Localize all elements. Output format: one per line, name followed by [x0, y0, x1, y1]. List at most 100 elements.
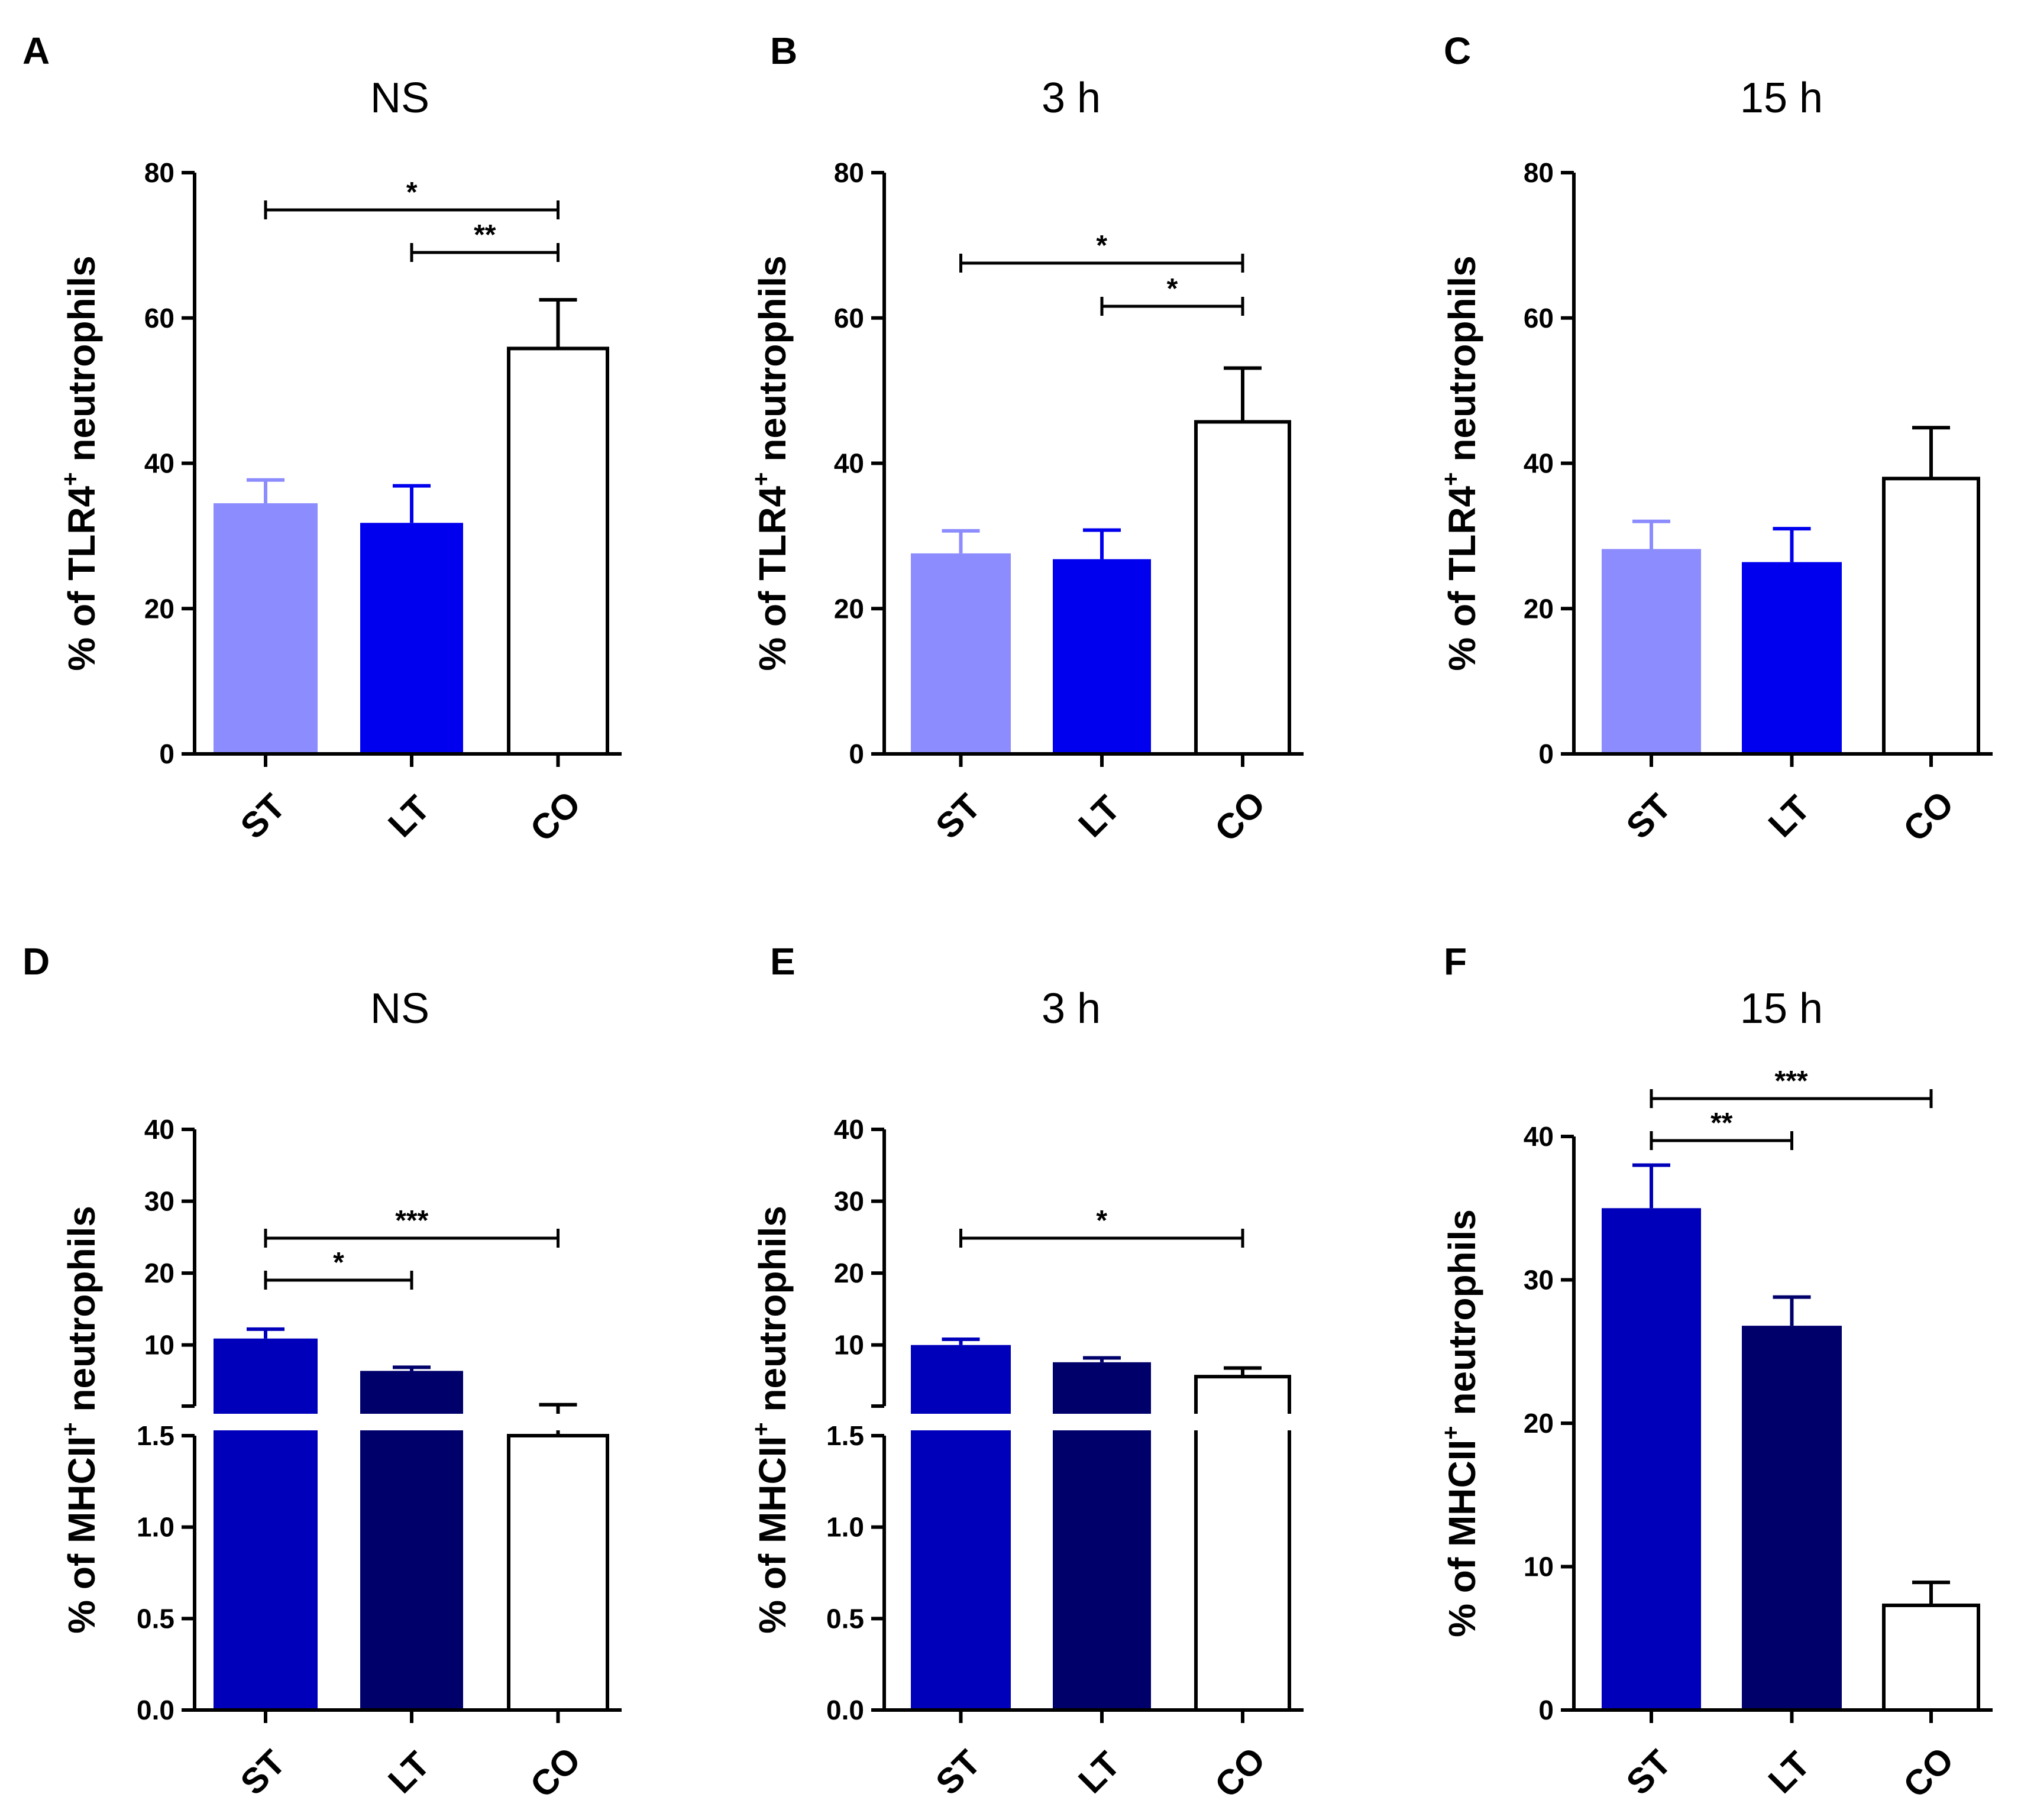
bar-CO: [507, 346, 609, 756]
x-tick-label-CO: CO: [1896, 783, 1961, 849]
bar-LT: [360, 523, 463, 754]
y-axis-label: % of TLR4+ neutrophils: [57, 255, 103, 671]
bar-CO: [507, 1434, 609, 1712]
y-axis-label-main: % of TLR4: [1441, 485, 1483, 671]
y-tick-label: 0.0: [137, 1695, 174, 1725]
y-tick-label: 10: [144, 1330, 174, 1361]
y-tick-label: 0: [159, 739, 174, 769]
bar-CO: [1882, 477, 1980, 756]
axis-break-gap: [189, 1414, 626, 1430]
y-tick-label: 40: [834, 448, 864, 479]
bar-ST: [1602, 1208, 1701, 1710]
x-tick-label-CO: CO: [1896, 1740, 1961, 1805]
x-tick-label-LT: LT: [380, 1744, 437, 1800]
panel-B: B 3 h % of TLR4+ neutrophils 0 20 40 60 80 ST LT C…: [748, 30, 1304, 849]
x-tick-label-ST: ST: [1619, 1743, 1679, 1803]
bar-ST: [911, 553, 1011, 754]
significance-label: *: [1096, 1205, 1107, 1236]
y-tick-label: 80: [834, 157, 864, 188]
x-tick-label-LT: LT: [380, 788, 437, 844]
y-axis-label-sup: +: [57, 472, 83, 485]
y-axis-label-sup: +: [748, 1422, 774, 1436]
y-tick-label: 20: [834, 1258, 864, 1288]
panel-letter: C: [1444, 30, 1471, 72]
bar-ST: [1602, 549, 1701, 754]
panel-A: A NS % of TLR4+ neutrophils 0 20 40 60 80 ST LT CO…: [22, 30, 622, 849]
panel-title: NS: [370, 75, 429, 122]
y-tick-label: 40: [834, 1114, 864, 1145]
bar-ST: [911, 1345, 1011, 1710]
y-tick-label: 40: [1524, 448, 1554, 479]
x-tick-label-LT: LT: [1071, 788, 1127, 844]
bar-ST: [214, 1338, 318, 1710]
panel-title: 3 h: [1042, 985, 1101, 1032]
significance-label: **: [474, 219, 496, 251]
y-tick-label: 1.5: [826, 1420, 864, 1451]
x-tick-label-LT: LT: [1761, 1744, 1818, 1800]
panel-title: NS: [370, 985, 429, 1032]
y-axis-label-sup: +: [57, 1422, 83, 1436]
y-axis-label-rest: neutrophils: [60, 1206, 103, 1422]
axis-break-gap: [878, 1414, 1316, 1430]
bar-CO: [1194, 1375, 1291, 1712]
y-axis-label-sup: +: [1438, 472, 1464, 485]
y-axis-label-rest: neutrophils: [60, 255, 103, 472]
panel-C: C 15 h % of TLR4+ neutrophils 0 20 40 60 80 ST LT…: [1438, 30, 1993, 849]
significance-label: *: [1167, 273, 1178, 305]
bar-ST: [214, 503, 318, 754]
y-tick-label: 20: [1524, 1408, 1554, 1439]
y-axis-label-main: % of TLR4: [60, 485, 103, 671]
panel-title: 3 h: [1042, 75, 1101, 122]
y-axis-label-main: % of MHCII: [1441, 1440, 1483, 1637]
y-axis-label: % of TLR4+ neutrophils: [748, 255, 794, 671]
significance-label: *: [1096, 230, 1107, 261]
x-tick-label-LT: LT: [1761, 788, 1818, 844]
y-axis-label-sup: +: [748, 472, 774, 485]
y-tick-label: 30: [144, 1186, 174, 1217]
y-tick-label: 20: [144, 593, 174, 624]
y-tick-label: 0.0: [826, 1695, 864, 1725]
y-axis-label-main: % of TLR4: [751, 485, 794, 671]
y-axis-label-rest: neutrophils: [751, 1206, 794, 1422]
y-tick-label: 0.5: [137, 1603, 174, 1634]
x-tick-label-CO: CO: [522, 1740, 588, 1805]
bar-CO: [1194, 420, 1291, 756]
y-tick-label: 10: [834, 1330, 864, 1361]
panel-title: 15 h: [1740, 985, 1823, 1032]
y-axis-label-main: % of MHCII: [60, 1436, 103, 1634]
y-tick-label: 40: [144, 448, 174, 479]
y-tick-label: 20: [1524, 593, 1554, 624]
y-axis-label: % of MHCII+ neutrophils: [1438, 1209, 1483, 1637]
y-tick-label: 60: [144, 303, 174, 333]
x-tick-label-ST: ST: [233, 1743, 293, 1803]
x-tick-label-ST: ST: [928, 786, 988, 847]
y-axis-label-rest: neutrophils: [1441, 255, 1483, 472]
x-tick-label-ST: ST: [1619, 786, 1679, 847]
significance-label: *: [406, 177, 418, 208]
significance-label: ***: [395, 1205, 428, 1236]
panel-D: D NS % of MHCII+ neutrophils 10 20 30 40 0.0 0.5…: [22, 940, 626, 1805]
y-axis-label: % of MHCII+ neutrophils: [57, 1206, 103, 1634]
x-tick-label-ST: ST: [928, 1743, 988, 1803]
bar-CO: [1882, 1603, 1980, 1712]
y-axis-label-rest: neutrophils: [751, 255, 794, 472]
y-tick-label: 80: [144, 157, 174, 188]
y-tick-label: 20: [144, 1258, 174, 1288]
y-axis-label: % of MHCII+ neutrophils: [748, 1206, 794, 1634]
y-tick-label: 1.5: [137, 1420, 174, 1451]
panel-letter: E: [770, 940, 796, 983]
y-tick-label: 30: [834, 1186, 864, 1217]
panel-E: E 3 h % of MHCII+ neutrophils 10 20 30 40 0.0 0.…: [748, 940, 1316, 1805]
y-tick-label: 0.5: [826, 1603, 864, 1634]
x-tick-label-CO: CO: [1207, 1740, 1273, 1805]
significance-label: *: [333, 1247, 344, 1278]
panel-title: 15 h: [1740, 75, 1823, 122]
significance-label: ***: [1774, 1066, 1807, 1097]
y-tick-label: 40: [144, 1114, 174, 1145]
panel-letter: F: [1444, 940, 1467, 983]
y-tick-label: 20: [834, 593, 864, 624]
x-tick-label-CO: CO: [522, 783, 588, 849]
panel-letter: B: [770, 30, 797, 72]
y-tick-label: 1.0: [137, 1512, 174, 1543]
